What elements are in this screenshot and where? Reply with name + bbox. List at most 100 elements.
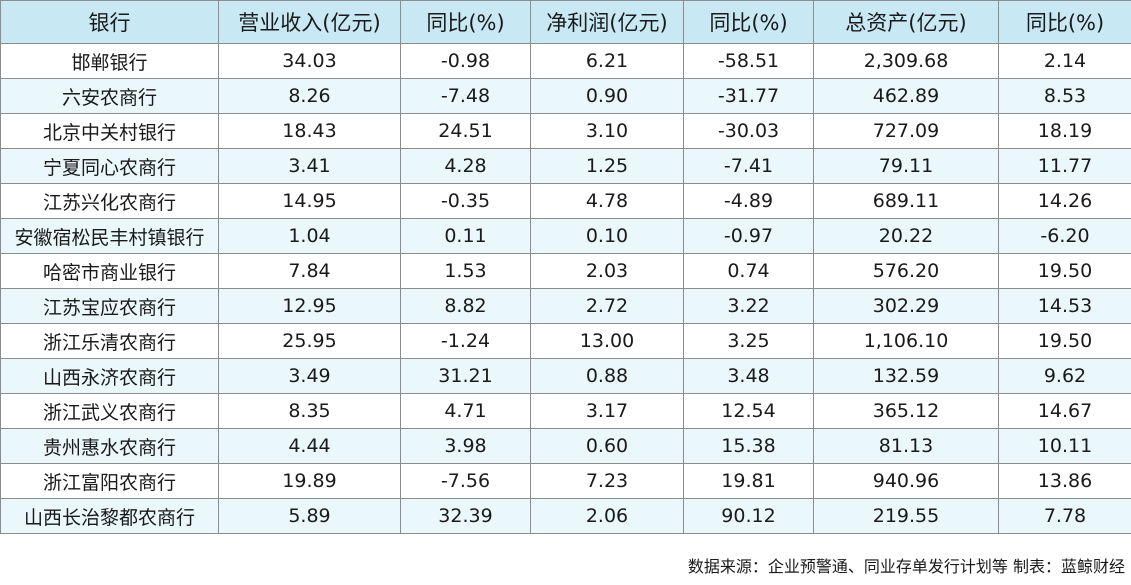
net-profit-yoy-cell: 0.74 — [683, 253, 814, 289]
total-assets-yoy-cell: 7.78 — [998, 498, 1131, 534]
bank-name-cell: 贵州惠水农商行 — [0, 428, 219, 464]
table-row: 六安农商行 8.26 -7.48 0.90 -31.77 462.89 8.53 — [0, 78, 1131, 114]
revenue-cell: 1.04 — [218, 218, 401, 254]
net-profit-cell: 0.10 — [530, 218, 684, 254]
bank-name-cell: 浙江武义农商行 — [0, 393, 219, 429]
table-header: 银行 营业收入(亿元) 同比(%) 净利润(亿元) 同比(%) 总资产(亿元) 同比(%) — [0, 0, 1131, 44]
net-profit-yoy-cell: 12.54 — [683, 393, 814, 429]
header-total-assets: 总资产(亿元) — [813, 0, 999, 44]
table-row: 邯郸银行 34.03 -0.98 6.21 -58.51 2,309.68 2.14 — [0, 43, 1131, 79]
revenue-yoy-cell: 4.28 — [400, 148, 531, 184]
table-row: 山西永济农商行 3.49 31.21 0.88 3.48 132.59 9.62 — [0, 358, 1131, 394]
net-profit-cell: 0.90 — [530, 78, 684, 114]
revenue-yoy-cell: -0.98 — [400, 43, 531, 79]
revenue-yoy-cell: 4.71 — [400, 393, 531, 429]
total-assets-cell: 576.20 — [813, 253, 999, 289]
table-row: 贵州惠水农商行 4.44 3.98 0.60 15.38 81.13 10.11 — [0, 428, 1131, 464]
table-row: 江苏宝应农商行 12.95 8.82 2.72 3.22 302.29 14.53 — [0, 288, 1131, 324]
total-assets-cell: 2,309.68 — [813, 43, 999, 79]
revenue-yoy-cell: 3.98 — [400, 428, 531, 464]
bank-name-cell: 江苏兴化农商行 — [0, 183, 219, 219]
revenue-yoy-cell: -0.35 — [400, 183, 531, 219]
net-profit-yoy-cell: -7.41 — [683, 148, 814, 184]
revenue-cell: 25.95 — [218, 323, 401, 359]
net-profit-cell: 0.60 — [530, 428, 684, 464]
header-row: 银行 营业收入(亿元) 同比(%) 净利润(亿元) 同比(%) 总资产(亿元) 同比(%) — [0, 0, 1131, 44]
revenue-yoy-cell: -1.24 — [400, 323, 531, 359]
bank-name-cell: 哈密市商业银行 — [0, 253, 219, 289]
bank-name-cell: 宁夏同心农商行 — [0, 148, 219, 184]
bank-name-cell: 浙江乐清农商行 — [0, 323, 219, 359]
net-profit-cell: 2.06 — [530, 498, 684, 534]
total-assets-yoy-cell: 14.53 — [998, 288, 1131, 324]
bank-name-cell: 山西长治黎都农商行 — [0, 498, 219, 534]
net-profit-cell: 13.00 — [530, 323, 684, 359]
revenue-cell: 3.49 — [218, 358, 401, 394]
net-profit-yoy-cell: 3.48 — [683, 358, 814, 394]
total-assets-cell: 689.11 — [813, 183, 999, 219]
total-assets-yoy-cell: 2.14 — [998, 43, 1131, 79]
revenue-yoy-cell: 0.11 — [400, 218, 531, 254]
revenue-yoy-cell: -7.48 — [400, 78, 531, 114]
total-assets-yoy-cell: 14.26 — [998, 183, 1131, 219]
revenue-yoy-cell: -7.56 — [400, 463, 531, 499]
net-profit-yoy-cell: -30.03 — [683, 113, 814, 149]
net-profit-yoy-cell: 3.22 — [683, 288, 814, 324]
revenue-yoy-cell: 1.53 — [400, 253, 531, 289]
bank-name-cell: 邯郸银行 — [0, 43, 219, 79]
total-assets-yoy-cell: 14.67 — [998, 393, 1131, 429]
bank-name-cell: 山西永济农商行 — [0, 358, 219, 394]
table-body: 邯郸银行 34.03 -0.98 6.21 -58.51 2,309.68 2.14 六安农商… — [0, 43, 1131, 534]
total-assets-yoy-cell: 13.86 — [998, 463, 1131, 499]
revenue-cell: 12.95 — [218, 288, 401, 324]
net-profit-yoy-cell: -0.97 — [683, 218, 814, 254]
total-assets-cell: 940.96 — [813, 463, 999, 499]
table-row: 浙江乐清农商行 25.95 -1.24 13.00 3.25 1,106.10 19.50 — [0, 323, 1131, 359]
net-profit-cell: 3.17 — [530, 393, 684, 429]
revenue-yoy-cell: 31.21 — [400, 358, 531, 394]
bank-name-cell: 北京中关村银行 — [0, 113, 219, 149]
table-row: 浙江武义农商行 8.35 4.71 3.17 12.54 365.12 14.67 — [0, 393, 1131, 429]
total-assets-cell: 20.22 — [813, 218, 999, 254]
net-profit-cell: 2.03 — [530, 253, 684, 289]
total-assets-cell: 79.11 — [813, 148, 999, 184]
revenue-cell: 34.03 — [218, 43, 401, 79]
revenue-cell: 5.89 — [218, 498, 401, 534]
total-assets-yoy-cell: 9.62 — [998, 358, 1131, 394]
total-assets-yoy-cell: 11.77 — [998, 148, 1131, 184]
revenue-yoy-cell: 8.82 — [400, 288, 531, 324]
table-row: 江苏兴化农商行 14.95 -0.35 4.78 -4.89 689.11 14.26 — [0, 183, 1131, 219]
net-profit-cell: 4.78 — [530, 183, 684, 219]
total-assets-cell: 365.12 — [813, 393, 999, 429]
table-row: 浙江富阳农商行 19.89 -7.56 7.23 19.81 940.96 13.86 — [0, 463, 1131, 499]
net-profit-yoy-cell: 3.25 — [683, 323, 814, 359]
total-assets-cell: 132.59 — [813, 358, 999, 394]
net-profit-yoy-cell: -58.51 — [683, 43, 814, 79]
total-assets-yoy-cell: 19.50 — [998, 253, 1131, 289]
header-revenue: 营业收入(亿元) — [218, 0, 401, 44]
total-assets-cell: 81.13 — [813, 428, 999, 464]
revenue-cell: 3.41 — [218, 148, 401, 184]
net-profit-yoy-cell: 19.81 — [683, 463, 814, 499]
net-profit-cell: 1.25 — [530, 148, 684, 184]
revenue-cell: 7.84 — [218, 253, 401, 289]
total-assets-cell: 1,106.10 — [813, 323, 999, 359]
net-profit-cell: 3.10 — [530, 113, 684, 149]
net-profit-yoy-cell: -31.77 — [683, 78, 814, 114]
revenue-cell: 8.26 — [218, 78, 401, 114]
revenue-cell: 18.43 — [218, 113, 401, 149]
total-assets-yoy-cell: 19.50 — [998, 323, 1131, 359]
table-row: 哈密市商业银行 7.84 1.53 2.03 0.74 576.20 19.50 — [0, 253, 1131, 289]
header-revenue-yoy: 同比(%) — [400, 0, 531, 44]
total-assets-cell: 302.29 — [813, 288, 999, 324]
bank-performance-table: 银行 营业收入(亿元) 同比(%) 净利润(亿元) 同比(%) 总资产(亿元) 同比(%) … — [0, 0, 1131, 534]
net-profit-cell: 2.72 — [530, 288, 684, 324]
bank-name-cell: 浙江富阳农商行 — [0, 463, 219, 499]
revenue-cell: 14.95 — [218, 183, 401, 219]
net-profit-cell: 6.21 — [530, 43, 684, 79]
table-row: 北京中关村银行 18.43 24.51 3.10 -30.03 727.09 18.19 — [0, 113, 1131, 149]
total-assets-yoy-cell: 10.11 — [998, 428, 1131, 464]
net-profit-yoy-cell: -4.89 — [683, 183, 814, 219]
total-assets-yoy-cell: 8.53 — [998, 78, 1131, 114]
